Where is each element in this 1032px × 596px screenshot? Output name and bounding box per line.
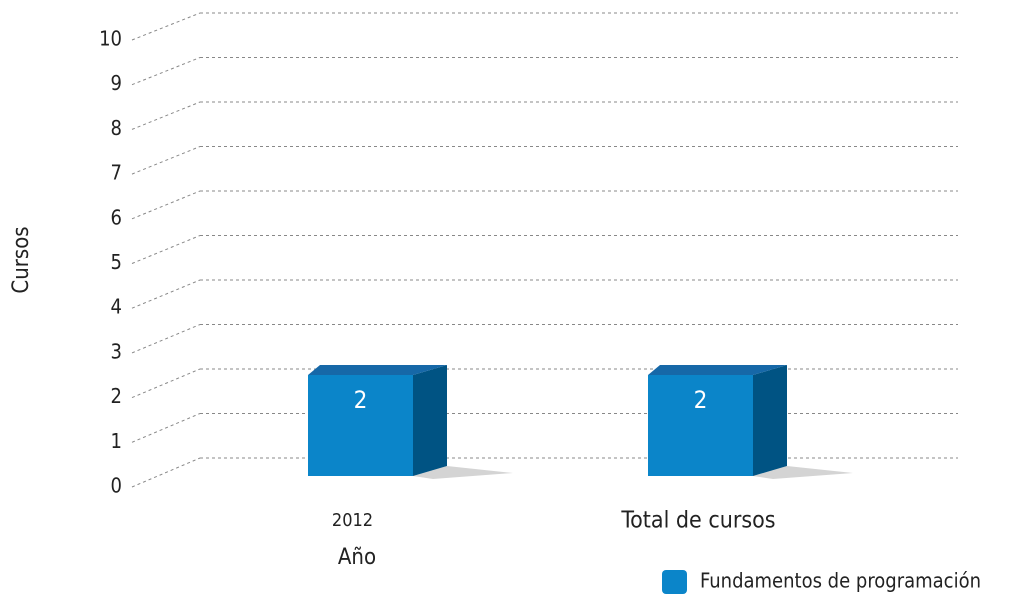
y-tick-label: 3 <box>111 339 122 363</box>
y-tick-label: 1 <box>111 429 122 453</box>
x-tick-label: 2012 <box>332 510 373 531</box>
y-tick-label: 8 <box>111 116 122 140</box>
y-tick-label: 5 <box>111 250 122 274</box>
y-tick-label: 4 <box>111 295 122 319</box>
bar <box>308 375 413 476</box>
grid-line-diagonal <box>131 12 201 41</box>
legend-swatch <box>662 570 687 594</box>
bar-shadow <box>753 466 853 479</box>
bar-top <box>308 365 447 375</box>
bar-top <box>648 365 787 375</box>
value-label: 2 <box>354 386 368 414</box>
grid-line-diagonal <box>131 190 201 220</box>
bar-shadow <box>413 466 513 479</box>
y-tick-label: 6 <box>111 205 122 229</box>
y-axis-title: Cursos <box>9 226 34 293</box>
y-tick-label: 0 <box>111 474 122 498</box>
x-axis-title: Año <box>338 545 376 570</box>
y-tick-label: 9 <box>111 71 122 95</box>
grid-line-diagonal <box>131 57 201 86</box>
grid-line-diagonal <box>131 413 201 443</box>
y-tick-label: 10 <box>99 27 122 51</box>
value-label: 2 <box>694 386 708 414</box>
bar-side <box>753 365 787 476</box>
grid-line-diagonal <box>131 101 201 130</box>
y-tick-label: 2 <box>111 384 122 408</box>
bar-side <box>413 365 447 476</box>
grid-line-diagonal <box>131 146 201 175</box>
y-tick-label: 7 <box>111 161 122 185</box>
legend-label: Fundamentos de programación <box>700 569 981 593</box>
bar <box>648 375 753 476</box>
grid-line-diagonal <box>131 324 201 354</box>
grid-line-diagonal <box>131 279 201 309</box>
x-tick-label: Total de cursos <box>620 508 775 534</box>
grid-line-diagonal <box>131 368 201 399</box>
grid-line-diagonal <box>131 235 201 264</box>
grid-line-diagonal <box>131 457 201 488</box>
